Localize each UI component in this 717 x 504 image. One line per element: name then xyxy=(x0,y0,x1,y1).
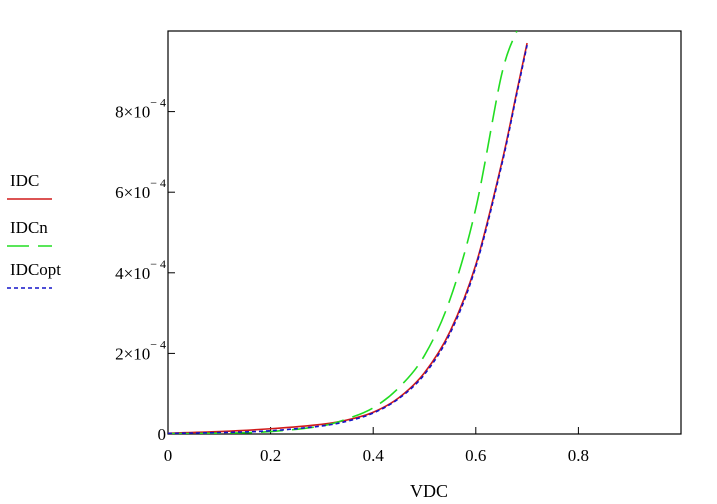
x-tick-label: 0.6 xyxy=(465,446,486,465)
y-tick-exponent: − 4 xyxy=(150,176,166,190)
y-tick-mantissa: 2×10 xyxy=(115,344,150,363)
series-group xyxy=(168,31,528,434)
legend-label-idcopt: IDCopt xyxy=(10,260,61,279)
y-tick-label: 8×10− 4 xyxy=(115,96,166,122)
plot-frame xyxy=(167,30,682,435)
y-tick-mantissa: 6×10 xyxy=(115,183,150,202)
x-axis-title: VDC xyxy=(410,481,448,501)
series-line-idcn xyxy=(168,31,518,434)
series-line-idc xyxy=(168,42,528,434)
y-tick-mantissa: 8×10 xyxy=(115,103,150,122)
y-tick-label: 0 xyxy=(158,425,167,444)
legend: IDC IDCn IDCopt xyxy=(7,171,61,289)
y-tick-label: 6×10− 4 xyxy=(115,176,166,202)
y-tick-group: 02×10− 44×10− 46×10− 48×10− 4 xyxy=(115,96,175,444)
series-line-idcopt xyxy=(168,44,528,434)
y-tick-exponent: − 4 xyxy=(150,257,166,271)
y-tick-mantissa: 0 xyxy=(158,425,167,444)
y-tick-exponent: − 4 xyxy=(150,337,166,351)
y-tick-mantissa: 4×10 xyxy=(115,264,150,283)
x-tick-label: 0.2 xyxy=(260,446,281,465)
x-tick-label: 0 xyxy=(164,446,173,465)
y-tick-label: 2×10− 4 xyxy=(115,337,166,363)
legend-label-idc: IDC xyxy=(10,171,39,190)
x-tick-group: 0 0.2 0.4 0.6 0.8 xyxy=(164,427,589,465)
y-tick-label: 4×10− 4 xyxy=(115,257,166,283)
x-tick-label: 0.4 xyxy=(363,446,385,465)
legend-label-idcn: IDCn xyxy=(10,218,48,237)
y-tick-exponent: − 4 xyxy=(150,96,166,110)
x-tick-label: 0.8 xyxy=(568,446,589,465)
